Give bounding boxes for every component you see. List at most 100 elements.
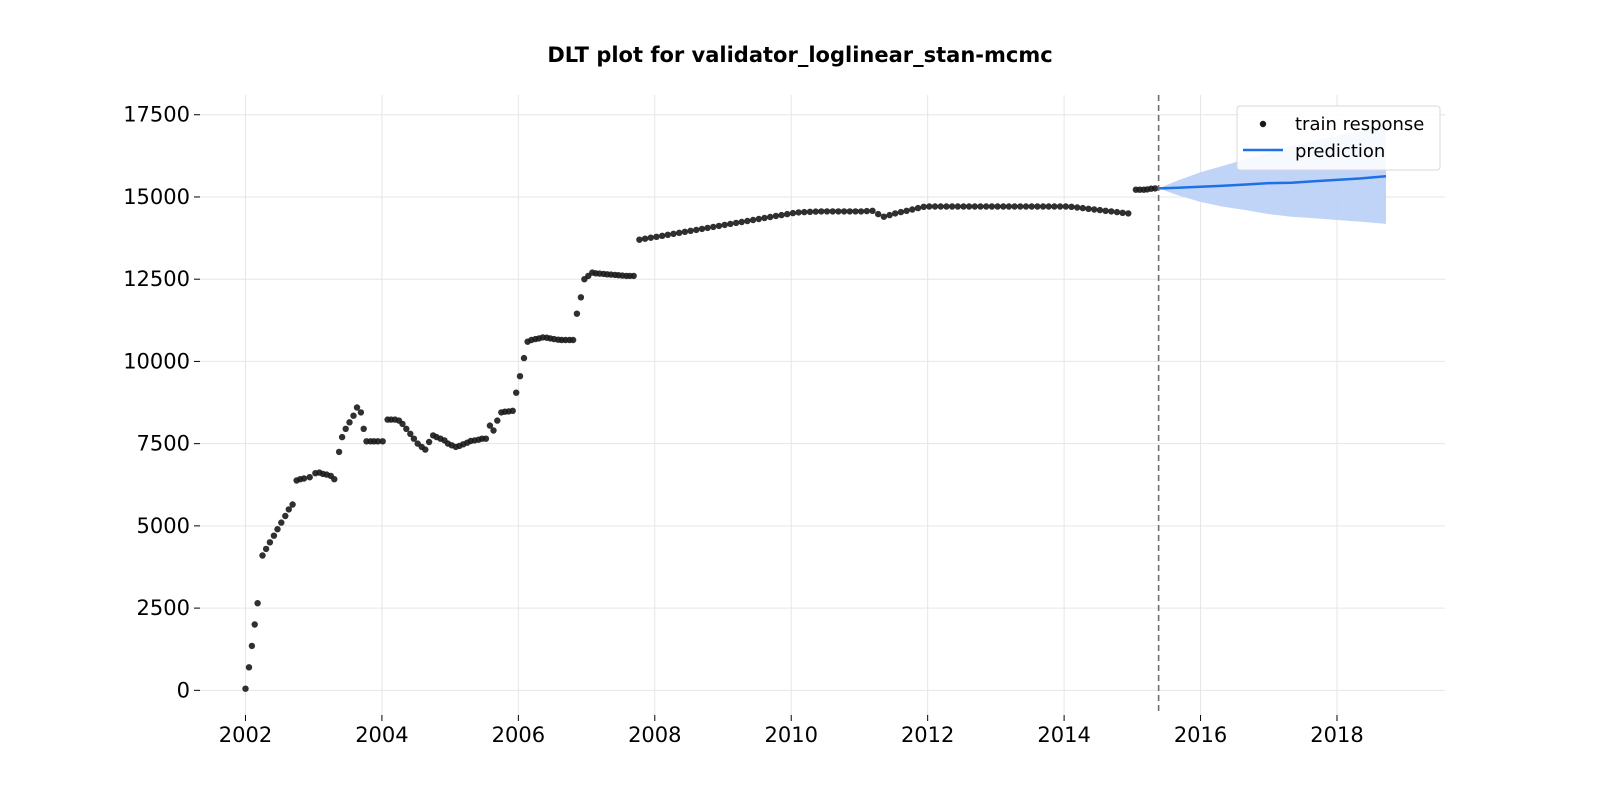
train-response-point: [1051, 203, 1058, 210]
train-response-point: [835, 208, 842, 215]
train-response-point: [1096, 206, 1104, 214]
train-response-point: [664, 231, 671, 238]
train-response-point: [1108, 208, 1115, 215]
train-response-point: [880, 213, 888, 220]
train-response-point: [641, 235, 649, 242]
train-response-point: [278, 519, 285, 526]
train-response-point: [988, 203, 996, 210]
train-response-point: [300, 475, 308, 482]
train-response-point: [698, 225, 706, 233]
train-response-point: [1005, 203, 1013, 210]
train-response-point: [954, 203, 961, 210]
train-response-point: [812, 208, 819, 215]
train-response-point: [931, 203, 939, 210]
train-response-point: [251, 621, 258, 628]
train-response-point: [801, 208, 808, 216]
train-response-point: [943, 203, 950, 210]
train-response-point: [242, 685, 249, 692]
train-response-point: [254, 600, 261, 607]
train-response-point: [353, 404, 361, 411]
train-response-point: [744, 217, 751, 225]
train-response-point: [494, 417, 501, 424]
train-response-point: [778, 211, 785, 219]
train-response-point: [1068, 203, 1075, 210]
train-response-point: [829, 208, 836, 215]
train-response-point: [693, 226, 700, 234]
train-response-point: [342, 425, 349, 432]
train-response-point: [248, 642, 256, 650]
train-response-point: [767, 213, 774, 221]
train-response-point: [509, 407, 516, 414]
train-response-point: [422, 446, 429, 453]
legend-train-label: train response: [1295, 114, 1424, 135]
legend-train-marker: [1259, 120, 1267, 128]
train-response-point: [266, 539, 274, 546]
train-response-point: [983, 203, 990, 210]
legend: train response prediction: [1236, 105, 1441, 171]
train-response-point: [1125, 210, 1132, 217]
train-response-point: [410, 435, 418, 442]
train-response-point: [670, 230, 677, 237]
train-response-point: [789, 209, 797, 217]
train-response-point: [1028, 203, 1035, 210]
train-response-point: [721, 221, 728, 229]
train-response-point: [1119, 209, 1126, 216]
train-response-point: [909, 206, 916, 213]
prediction-line-group: [1158, 174, 1387, 190]
train-response-point: [1151, 185, 1159, 192]
train-response-point: [948, 203, 956, 210]
train-response-point: [379, 438, 386, 445]
train-response-point: [306, 474, 313, 481]
train-response-point: [636, 236, 643, 243]
train-response-point: [245, 664, 253, 671]
train-response-point: [994, 203, 1001, 210]
train-response-point: [840, 208, 848, 215]
y-tick-label: 10000: [123, 349, 190, 373]
train-response-point: [897, 208, 905, 216]
train-response-point: [1034, 203, 1041, 210]
x-tick-label: 2016: [1174, 723, 1227, 747]
train-response-point: [1022, 203, 1030, 210]
train-response-point: [1039, 203, 1047, 210]
train-response-point: [755, 215, 762, 223]
prediction-line: [1158, 174, 1387, 190]
train-response-point: [486, 422, 494, 429]
train-response-point: [1085, 205, 1092, 212]
y-tick-label: 17500: [123, 103, 190, 127]
train-response-point: [1056, 203, 1064, 210]
train-response-point: [749, 216, 757, 224]
y-tick-label: 7500: [137, 432, 190, 456]
train-response-point: [338, 433, 346, 441]
train-response-point: [374, 438, 382, 445]
train-response-point: [346, 419, 353, 426]
y-tick-label: 5000: [137, 514, 190, 538]
y-tick-label: 2500: [137, 596, 190, 620]
train-response-point: [274, 526, 281, 533]
train-response-point: [331, 476, 338, 483]
train-response-point: [863, 207, 870, 215]
train-response-point: [653, 233, 660, 240]
train-response-point: [937, 203, 944, 210]
train-response-point: [965, 203, 973, 210]
train-response-point: [732, 219, 740, 227]
legend-frame: [1236, 105, 1441, 171]
train-response-point: [1091, 206, 1098, 213]
train-response-point: [335, 448, 343, 456]
train-response-point: [704, 224, 711, 232]
train-response-point: [857, 208, 865, 215]
train-response-point: [1062, 203, 1070, 210]
x-tick-label: 2004: [355, 723, 408, 747]
train-response-point: [869, 207, 876, 214]
train-response-point: [846, 208, 853, 215]
train-response-point: [259, 552, 266, 559]
train-response-point: [710, 223, 717, 231]
train-response-point: [490, 427, 497, 434]
train-response-point: [823, 208, 831, 215]
train-response-point: [425, 438, 433, 446]
train-response-point: [806, 208, 814, 215]
train-response-point: [914, 204, 922, 212]
train-response-point: [1017, 203, 1024, 210]
train-response-point: [659, 232, 666, 239]
train-response-point: [738, 218, 745, 226]
train-response-point: [270, 532, 278, 539]
